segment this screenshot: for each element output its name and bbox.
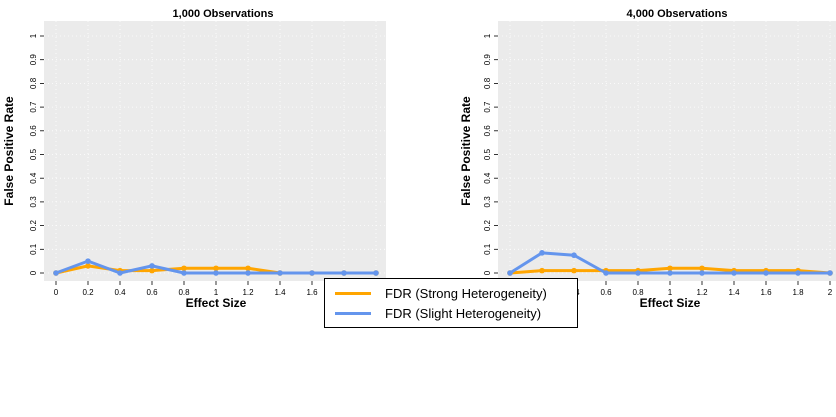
x-tick-label: 0.4 (114, 288, 126, 297)
y-tick-label: 0.8 (29, 77, 38, 89)
x-tick-label: 1.2 (242, 288, 254, 297)
y-tick-label: 0.9 (29, 54, 38, 66)
data-point-slight (763, 270, 769, 276)
legend-label-strong: FDR (Strong Heterogeneity) (385, 285, 547, 301)
y-axis-label: False Positive Rate (459, 96, 473, 206)
y-tick-label: 0.1 (29, 243, 38, 255)
y-tick-label: 0.5 (483, 148, 492, 160)
data-point-slight (277, 270, 283, 276)
data-point-strong (149, 267, 155, 274)
data-point-slight (827, 270, 833, 276)
data-point-slight (507, 270, 513, 276)
legend-swatch-strong (335, 291, 371, 295)
chart-title: 4,000 Observations (627, 8, 728, 20)
y-tick-label: 0.2 (483, 219, 492, 231)
data-point-slight (635, 270, 641, 276)
data-point-slight (53, 270, 59, 276)
y-tick-label: 1 (483, 33, 492, 38)
y-tick-label: 0.2 (29, 219, 38, 231)
data-point-strong (571, 267, 577, 274)
y-tick-label: 0.4 (483, 172, 492, 184)
chart-panel-1: 1,000 Observations 0 0.2 0.4 0.6 0.8 1 1.2 1.4 1.… (2, 8, 386, 310)
x-tick-label: 0.6 (600, 288, 612, 297)
data-point-slight (245, 270, 251, 276)
x-tick-label: 2 (828, 288, 833, 297)
data-point-slight (149, 263, 155, 269)
plot-background (44, 21, 386, 281)
x-axis-label: Effect Size (186, 296, 247, 310)
x-tick-label: 0.8 (178, 288, 190, 297)
y-tick-label: 0.6 (29, 125, 38, 137)
x-tick-label: 0.8 (632, 288, 644, 297)
y-tick-label: 0 (29, 270, 38, 275)
data-point-slight (117, 270, 123, 276)
y-tick-label: 0.1 (483, 243, 492, 255)
x-axis-label: Effect Size (640, 296, 701, 310)
x-tick-label: 1 (668, 288, 673, 297)
y-axis-label: False Positive Rate (2, 96, 16, 206)
plot-background (498, 21, 836, 281)
y-tick-label: 0.7 (29, 101, 38, 113)
data-point-slight (795, 270, 801, 276)
x-tick-label: 0.2 (82, 288, 94, 297)
data-point-slight (213, 270, 219, 276)
y-tick-label: 1 (29, 33, 38, 38)
y-tick-label: 0.3 (29, 196, 38, 208)
x-tick-label: 1.6 (760, 288, 772, 297)
data-point-slight (85, 258, 91, 264)
legend-item-strong: FDR (Strong Heterogeneity) (335, 283, 547, 303)
x-tick-label: 1.6 (306, 288, 318, 297)
data-point-slight (373, 270, 379, 276)
data-point-slight (309, 270, 315, 276)
data-point-slight (731, 270, 737, 276)
data-point-strong (245, 265, 251, 272)
data-point-slight (341, 270, 347, 276)
chart-title: 1,000 Observations (173, 8, 274, 20)
x-tick-label: 1.4 (728, 288, 740, 297)
chart-panel-2: 4,000 Observations 0 0.2 0.4 0.6 0.8 1 1.2 1.4 1.… (459, 8, 836, 310)
x-tick-label: 1.8 (792, 288, 804, 297)
data-point-slight (667, 270, 673, 276)
data-point-strong (667, 265, 673, 272)
x-tick-label: 1.2 (696, 288, 708, 297)
legend-item-slight: FDR (Slight Heterogeneity) (335, 303, 541, 323)
y-tick-label: 0.9 (483, 54, 492, 66)
data-point-slight (699, 270, 705, 276)
y-tick-label: 0.8 (483, 77, 492, 89)
legend-label-slight: FDR (Slight Heterogeneity) (385, 305, 542, 321)
y-tick-label: 0.6 (483, 125, 492, 137)
x-tick-label: 1 (214, 288, 219, 297)
data-point-slight (571, 252, 577, 259)
data-point-strong (85, 263, 91, 269)
x-tick-label: 1.4 (274, 288, 286, 297)
y-tick-label: 0.3 (483, 196, 492, 208)
data-point-strong (539, 267, 545, 274)
x-tick-label: 0 (54, 288, 59, 297)
legend: FDR (Strong Heterogeneity) FDR (Slight H… (324, 278, 578, 328)
y-tick-label: 0.7 (483, 101, 492, 113)
y-tick-label: 0.4 (29, 172, 38, 184)
y-tick-label: 0 (483, 270, 492, 275)
data-point-strong (699, 265, 705, 272)
data-point-strong (181, 265, 187, 272)
data-point-slight (603, 270, 609, 276)
data-point-strong (213, 265, 219, 272)
data-point-slight (539, 250, 545, 256)
data-point-slight (181, 270, 187, 276)
x-tick-label: 0.6 (146, 288, 158, 297)
legend-swatch-slight (335, 311, 371, 315)
y-tick-label: 0.5 (29, 148, 38, 160)
